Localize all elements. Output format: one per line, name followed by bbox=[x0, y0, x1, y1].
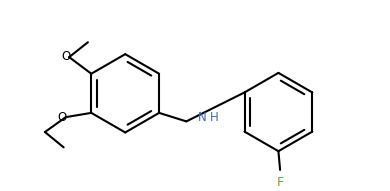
Text: O: O bbox=[58, 111, 67, 124]
Text: N: N bbox=[198, 112, 206, 125]
Text: F: F bbox=[277, 176, 284, 189]
Text: O: O bbox=[61, 50, 71, 63]
Text: H: H bbox=[210, 112, 219, 125]
